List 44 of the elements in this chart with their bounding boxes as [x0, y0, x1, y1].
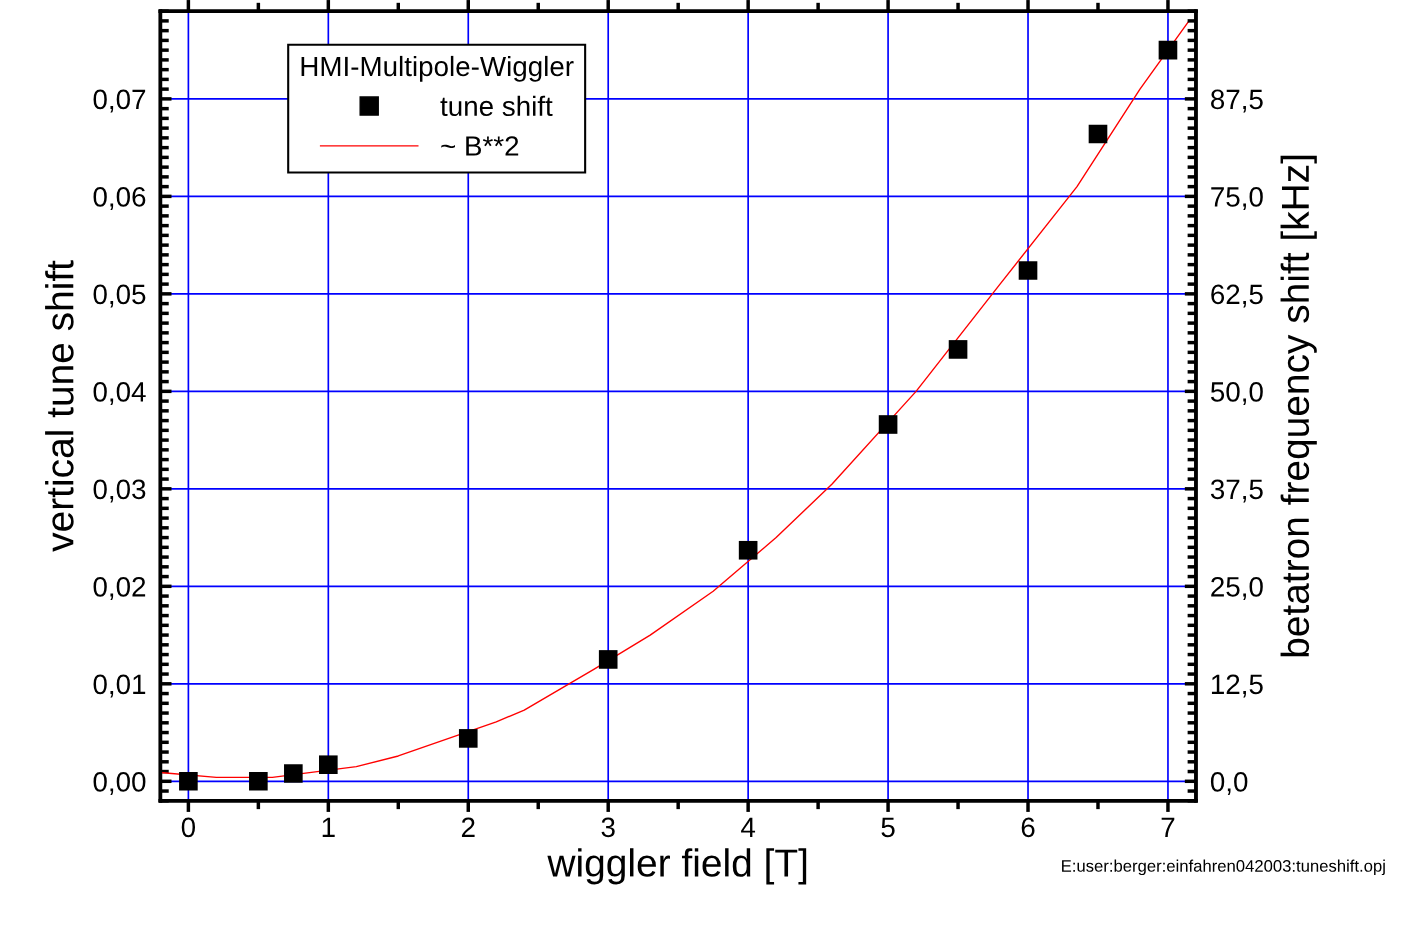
y2-tick-label: 87,5 [1211, 89, 1263, 113]
y-tick-label: 0,02 [93, 576, 146, 600]
legend-title: HMI-Multipole-Wiggler [301, 55, 574, 82]
x-tick-label: 0 [181, 817, 196, 838]
point [284, 764, 303, 783]
x-axis-title: wiggler field [T] [547, 848, 807, 885]
y2-tick-label: 37,5 [1210, 479, 1263, 503]
point [179, 771, 198, 791]
y-tick-label: 0,04 [93, 382, 146, 405]
x-tick-label: 1 [322, 817, 335, 837]
y-tick-label: 0,00 [93, 771, 146, 795]
line-series [160, 20, 1190, 779]
y2-tick-label: 12,5 [1211, 674, 1263, 698]
point [738, 540, 758, 560]
point [319, 755, 338, 775]
y2-tick-label: 62,5 [1211, 284, 1263, 308]
x-tick-label: 6 [1021, 817, 1035, 838]
point [1018, 261, 1038, 280]
text: E:user:berger:einfahren042003:tuneshift.opj [1062, 859, 1385, 876]
y-tick-label: 0,03 [93, 479, 146, 503]
legend-label: tune shift [440, 95, 553, 117]
point [458, 729, 478, 748]
y2-tick-label: 75,0 [1211, 187, 1263, 210]
y2-tick-label: 50,0 [1210, 382, 1263, 405]
point [948, 340, 968, 359]
y2-axis-title: betatron frequency shift [kHz] [1280, 155, 1317, 657]
x-tick-label: 5 [881, 817, 895, 838]
y-axis-title: vertical tune shift [45, 260, 74, 552]
y2-tick-label: 25,0 [1211, 576, 1263, 600]
x-tick-label: 4 [741, 817, 756, 837]
y-tick-label: 0,01 [93, 674, 146, 698]
point [1158, 40, 1178, 60]
point [249, 771, 268, 791]
point [1088, 124, 1108, 144]
x-tick-label: 2 [461, 817, 475, 837]
y-tick-label: 0,07 [93, 89, 146, 113]
y2-tick-label: 0,0 [1210, 771, 1248, 795]
x-tick-label: 7 [1161, 817, 1175, 837]
y-tick-label: 0,05 [93, 284, 146, 308]
point [598, 650, 618, 669]
legend-label: ~ B**2 [441, 136, 519, 156]
x-tick-label: 3 [601, 817, 615, 838]
point [878, 415, 898, 434]
y-tick-label: 0,06 [93, 187, 146, 210]
